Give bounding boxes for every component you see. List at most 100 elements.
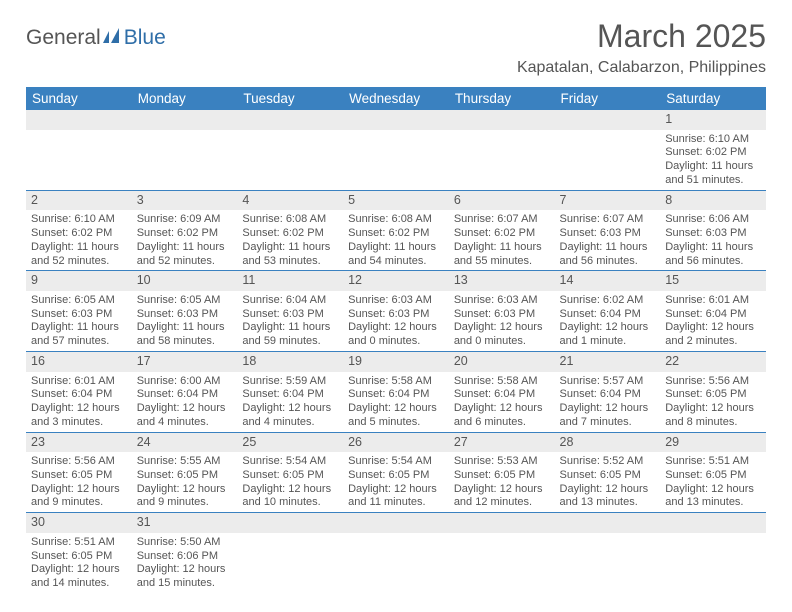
- sunset-text: Sunset: 6:04 PM: [560, 308, 656, 322]
- sunset-text: Sunset: 6:03 PM: [454, 308, 550, 322]
- daylight-text: Daylight: 12 hours and 3 minutes.: [31, 402, 127, 430]
- day-content: Sunrise: 5:52 AMSunset: 6:05 PMDaylight:…: [555, 452, 661, 512]
- day-number: 20: [449, 352, 555, 372]
- calendar-day-cell: 1Sunrise: 6:10 AMSunset: 6:02 PMDaylight…: [660, 110, 766, 190]
- weekday-header: Monday: [132, 87, 238, 110]
- calendar-day-cell: 28Sunrise: 5:52 AMSunset: 6:05 PMDayligh…: [555, 432, 661, 513]
- daylight-text: Daylight: 12 hours and 10 minutes.: [242, 483, 338, 511]
- calendar-day-cell: 17Sunrise: 6:00 AMSunset: 6:04 PMDayligh…: [132, 351, 238, 432]
- daylight-text: Daylight: 11 hours and 55 minutes.: [454, 241, 550, 269]
- sunset-text: Sunset: 6:05 PM: [348, 469, 444, 483]
- daylight-text: Daylight: 12 hours and 13 minutes.: [560, 483, 656, 511]
- day-number: 2: [26, 191, 132, 211]
- calendar-day-cell: 19Sunrise: 5:58 AMSunset: 6:04 PMDayligh…: [343, 351, 449, 432]
- day-number: 23: [26, 433, 132, 453]
- calendar-day-cell: 23Sunrise: 5:56 AMSunset: 6:05 PMDayligh…: [26, 432, 132, 513]
- calendar-day-cell: 24Sunrise: 5:55 AMSunset: 6:05 PMDayligh…: [132, 432, 238, 513]
- calendar-day-cell: 27Sunrise: 5:53 AMSunset: 6:05 PMDayligh…: [449, 432, 555, 513]
- day-content: Sunrise: 5:51 AMSunset: 6:05 PMDaylight:…: [26, 533, 132, 593]
- daylight-text: Daylight: 11 hours and 54 minutes.: [348, 241, 444, 269]
- calendar-day-cell: [660, 513, 766, 593]
- sunset-text: Sunset: 6:03 PM: [665, 227, 761, 241]
- day-number: [555, 513, 661, 533]
- calendar-day-cell: 9Sunrise: 6:05 AMSunset: 6:03 PMDaylight…: [26, 271, 132, 352]
- daylight-text: Daylight: 12 hours and 13 minutes.: [665, 483, 761, 511]
- brand-sail-icon: [103, 26, 123, 50]
- daylight-text: Daylight: 11 hours and 57 minutes.: [31, 321, 127, 349]
- sunrise-text: Sunrise: 5:51 AM: [31, 536, 127, 550]
- calendar-day-cell: 2Sunrise: 6:10 AMSunset: 6:02 PMDaylight…: [26, 190, 132, 271]
- day-content: Sunrise: 6:08 AMSunset: 6:02 PMDaylight:…: [237, 210, 343, 270]
- day-number: 3: [132, 191, 238, 211]
- sunrise-text: Sunrise: 5:57 AM: [560, 375, 656, 389]
- sunrise-text: Sunrise: 5:54 AM: [348, 455, 444, 469]
- weekday-header-row: Sunday Monday Tuesday Wednesday Thursday…: [26, 87, 766, 110]
- day-content: Sunrise: 5:53 AMSunset: 6:05 PMDaylight:…: [449, 452, 555, 512]
- calendar-day-cell: [555, 513, 661, 593]
- sunset-text: Sunset: 6:04 PM: [31, 388, 127, 402]
- day-content: Sunrise: 5:54 AMSunset: 6:05 PMDaylight:…: [237, 452, 343, 512]
- sunrise-text: Sunrise: 5:55 AM: [137, 455, 233, 469]
- sunset-text: Sunset: 6:02 PM: [242, 227, 338, 241]
- calendar-day-cell: [343, 110, 449, 190]
- day-number: 29: [660, 433, 766, 453]
- calendar-day-cell: 7Sunrise: 6:07 AMSunset: 6:03 PMDaylight…: [555, 190, 661, 271]
- day-number: 9: [26, 271, 132, 291]
- sunset-text: Sunset: 6:03 PM: [137, 308, 233, 322]
- sunset-text: Sunset: 6:02 PM: [348, 227, 444, 241]
- weekday-header: Sunday: [26, 87, 132, 110]
- daylight-text: Daylight: 12 hours and 15 minutes.: [137, 563, 233, 591]
- daylight-text: Daylight: 12 hours and 0 minutes.: [348, 321, 444, 349]
- sunrise-text: Sunrise: 6:01 AM: [31, 375, 127, 389]
- day-number: 7: [555, 191, 661, 211]
- day-content: Sunrise: 6:07 AMSunset: 6:03 PMDaylight:…: [555, 210, 661, 270]
- sunrise-text: Sunrise: 6:05 AM: [137, 294, 233, 308]
- calendar-day-cell: 29Sunrise: 5:51 AMSunset: 6:05 PMDayligh…: [660, 432, 766, 513]
- sunset-text: Sunset: 6:03 PM: [31, 308, 127, 322]
- day-number: 22: [660, 352, 766, 372]
- brand-logo: General Blue: [26, 26, 166, 50]
- daylight-text: Daylight: 11 hours and 53 minutes.: [242, 241, 338, 269]
- calendar-day-cell: 14Sunrise: 6:02 AMSunset: 6:04 PMDayligh…: [555, 271, 661, 352]
- day-number: 1: [660, 110, 766, 130]
- calendar-day-cell: [237, 110, 343, 190]
- day-number: 30: [26, 513, 132, 533]
- calendar-week-row: 16Sunrise: 6:01 AMSunset: 6:04 PMDayligh…: [26, 351, 766, 432]
- sunset-text: Sunset: 6:04 PM: [242, 388, 338, 402]
- calendar-day-cell: 25Sunrise: 5:54 AMSunset: 6:05 PMDayligh…: [237, 432, 343, 513]
- calendar-day-cell: 10Sunrise: 6:05 AMSunset: 6:03 PMDayligh…: [132, 271, 238, 352]
- calendar-week-row: 1Sunrise: 6:10 AMSunset: 6:02 PMDaylight…: [26, 110, 766, 190]
- daylight-text: Daylight: 11 hours and 52 minutes.: [31, 241, 127, 269]
- daylight-text: Daylight: 11 hours and 52 minutes.: [137, 241, 233, 269]
- calendar-day-cell: 30Sunrise: 5:51 AMSunset: 6:05 PMDayligh…: [26, 513, 132, 593]
- calendar-week-row: 23Sunrise: 5:56 AMSunset: 6:05 PMDayligh…: [26, 432, 766, 513]
- sunrise-text: Sunrise: 6:03 AM: [454, 294, 550, 308]
- daylight-text: Daylight: 11 hours and 58 minutes.: [137, 321, 233, 349]
- day-number: 16: [26, 352, 132, 372]
- day-content: Sunrise: 6:02 AMSunset: 6:04 PMDaylight:…: [555, 291, 661, 351]
- day-content: Sunrise: 5:56 AMSunset: 6:05 PMDaylight:…: [660, 372, 766, 432]
- day-content: Sunrise: 5:59 AMSunset: 6:04 PMDaylight:…: [237, 372, 343, 432]
- calendar-day-cell: 5Sunrise: 6:08 AMSunset: 6:02 PMDaylight…: [343, 190, 449, 271]
- weekday-header: Thursday: [449, 87, 555, 110]
- sunrise-text: Sunrise: 5:51 AM: [665, 455, 761, 469]
- day-number: 28: [555, 433, 661, 453]
- sunrise-text: Sunrise: 5:56 AM: [31, 455, 127, 469]
- day-content: Sunrise: 6:00 AMSunset: 6:04 PMDaylight:…: [132, 372, 238, 432]
- day-number: [555, 110, 661, 130]
- day-content: Sunrise: 6:04 AMSunset: 6:03 PMDaylight:…: [237, 291, 343, 351]
- sunrise-text: Sunrise: 5:56 AM: [665, 375, 761, 389]
- sunset-text: Sunset: 6:06 PM: [137, 550, 233, 564]
- daylight-text: Daylight: 12 hours and 9 minutes.: [31, 483, 127, 511]
- sunset-text: Sunset: 6:02 PM: [137, 227, 233, 241]
- day-content: Sunrise: 5:54 AMSunset: 6:05 PMDaylight:…: [343, 452, 449, 512]
- weekday-header: Friday: [555, 87, 661, 110]
- calendar-day-cell: 21Sunrise: 5:57 AMSunset: 6:04 PMDayligh…: [555, 351, 661, 432]
- day-content: Sunrise: 6:06 AMSunset: 6:03 PMDaylight:…: [660, 210, 766, 270]
- sunset-text: Sunset: 6:05 PM: [242, 469, 338, 483]
- daylight-text: Daylight: 12 hours and 11 minutes.: [348, 483, 444, 511]
- day-content: Sunrise: 5:51 AMSunset: 6:05 PMDaylight:…: [660, 452, 766, 512]
- day-content: Sunrise: 6:03 AMSunset: 6:03 PMDaylight:…: [343, 291, 449, 351]
- day-content: Sunrise: 6:08 AMSunset: 6:02 PMDaylight:…: [343, 210, 449, 270]
- day-number: 11: [237, 271, 343, 291]
